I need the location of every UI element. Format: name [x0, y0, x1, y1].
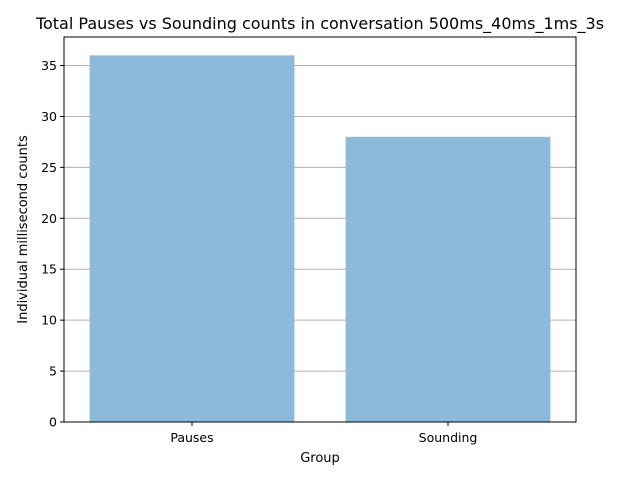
- bars: [89, 55, 551, 422]
- x-axis-ticks: Pauses Sounding: [170, 422, 477, 445]
- bar-sounding: [345, 136, 551, 422]
- y-tick-label: 10: [41, 313, 57, 328]
- plot-frame: [63, 36, 577, 423]
- x-axis-label: Group: [300, 451, 340, 466]
- y-tick-label: 20: [41, 211, 57, 226]
- y-tick-label: 5: [49, 364, 57, 379]
- chart-title: Total Pauses vs Sounding counts in conve…: [35, 14, 604, 34]
- y-tick-label: 15: [41, 262, 57, 277]
- y-tick-label: 25: [41, 160, 57, 175]
- y-axis-ticks: 0 5 10 15 20 25 30 35: [41, 58, 64, 430]
- y-axis-label: Individual millisecond counts: [16, 135, 31, 324]
- x-tick-label: Pauses: [170, 430, 213, 445]
- y-tick-label: 35: [41, 58, 57, 73]
- y-tick-label: 30: [41, 109, 57, 124]
- y-tick-label: 0: [49, 415, 57, 430]
- bar-pauses: [89, 55, 295, 422]
- x-tick-label: Sounding: [419, 430, 478, 445]
